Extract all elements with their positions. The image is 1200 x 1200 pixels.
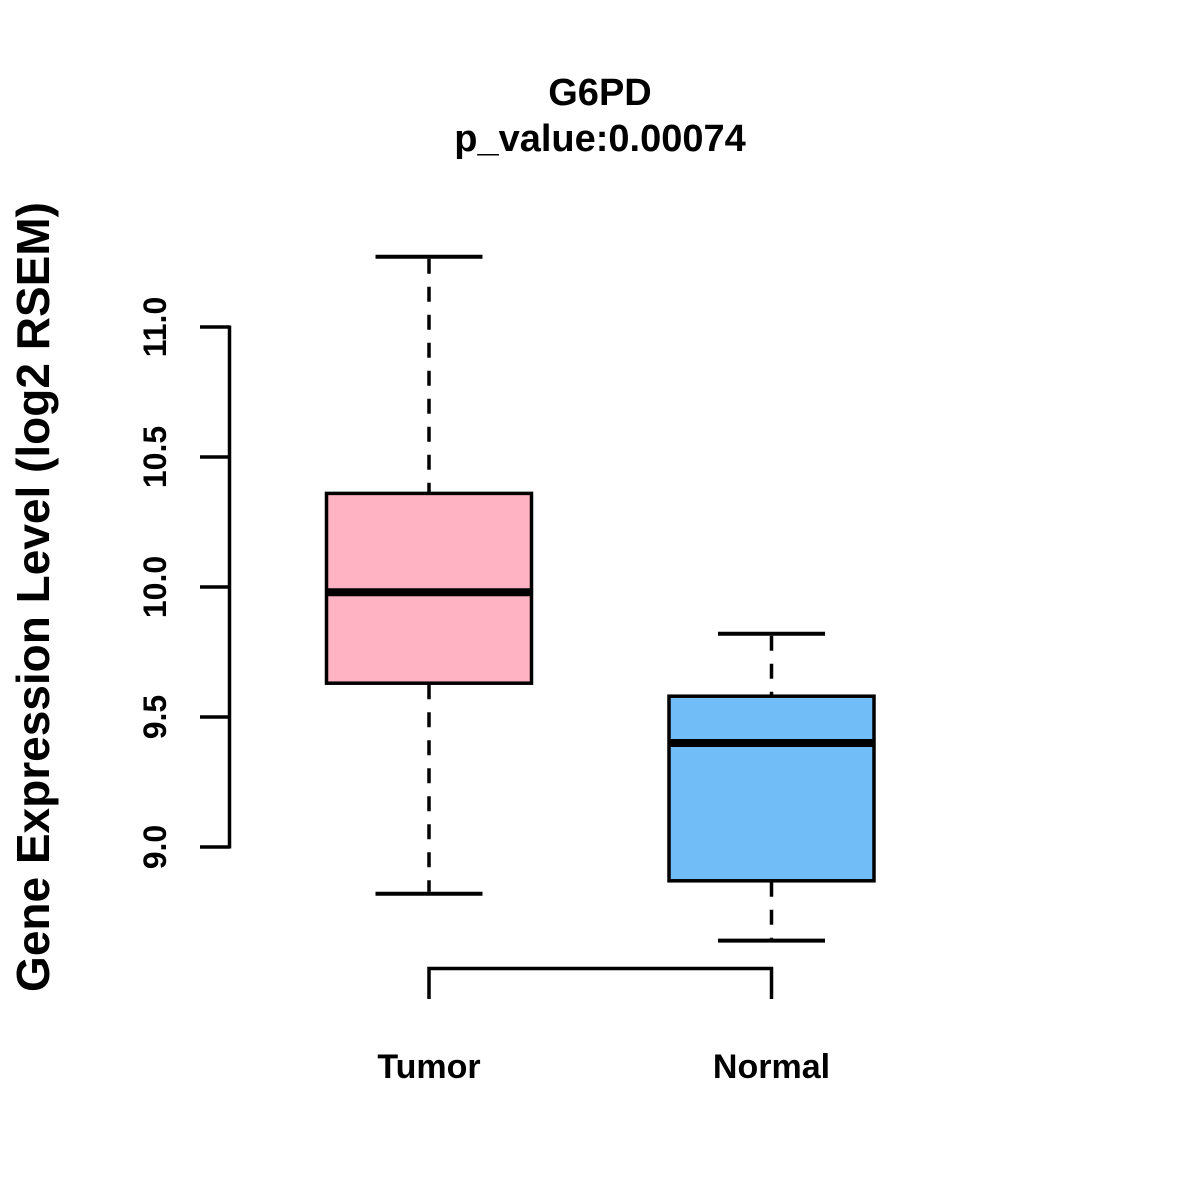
chart-subtitle: p_value:0.00074 bbox=[454, 118, 746, 160]
y-tick-label: 10.0 bbox=[137, 556, 173, 618]
y-tick-label: 10.5 bbox=[137, 426, 173, 488]
x-category-label-normal: Normal bbox=[713, 1048, 830, 1086]
y-tick-label: 9.0 bbox=[137, 825, 173, 869]
x-category-label-tumor: Tumor bbox=[377, 1048, 480, 1086]
y-tick-label: 11.0 bbox=[137, 297, 173, 358]
y-tick-label: 9.5 bbox=[137, 695, 173, 739]
comparison-bracket bbox=[427, 966, 774, 999]
chart-title: G6PD bbox=[548, 72, 652, 114]
chart-title-block: G6PD p_value:0.00074 bbox=[0, 70, 1200, 162]
box-normal bbox=[667, 694, 876, 883]
